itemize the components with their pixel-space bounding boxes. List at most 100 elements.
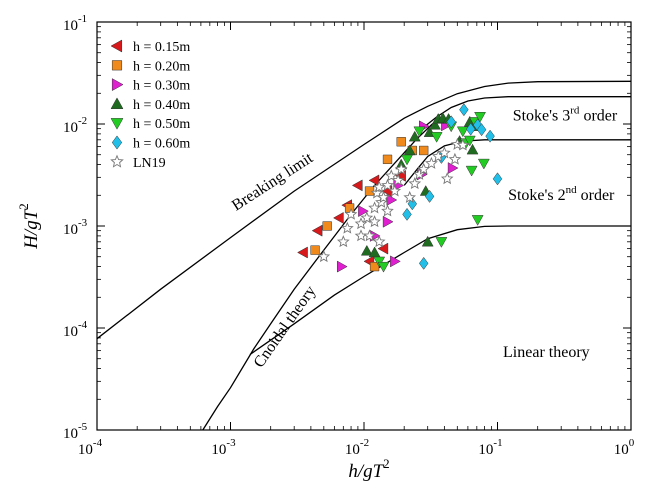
point-5-1 [407, 197, 418, 211]
point-5-8 [472, 118, 483, 132]
point-6-22 [408, 177, 422, 190]
axes-layer: 10-4 10-3 10-2 10-1 10010-510-410-310-210-1h… [16, 13, 635, 482]
annotation-1: Cnoidal theory [251, 283, 320, 371]
y-tick-exp-0: -5 [78, 421, 88, 433]
point-5-10 [485, 129, 495, 143]
point-2-9 [390, 255, 401, 268]
x-axis-title: h/gT2 [348, 456, 389, 482]
point-6-11 [372, 180, 386, 193]
point-4-4 [430, 132, 443, 143]
annotation-tail-3: order [577, 187, 615, 204]
x-tick-base-4: 10 [614, 442, 629, 458]
x-tick-label-2: 10-2 [345, 437, 369, 458]
point-1-2 [344, 203, 355, 213]
curve-4 [249, 225, 631, 356]
point-5-3 [424, 189, 435, 203]
point-1-7 [419, 145, 429, 156]
point-4-13 [471, 215, 484, 226]
series-3 [360, 112, 482, 258]
point-1-0 [310, 245, 320, 255]
annotation-text-4: Linear theory [503, 344, 590, 361]
legend-marker-4 [110, 118, 124, 130]
y-tick-label-3: 10-2 [63, 115, 87, 136]
legend-label-4: h = 0.50m [133, 117, 190, 132]
y-tick-base-4: 10 [63, 18, 78, 34]
point-1-1 [322, 221, 332, 231]
point-5-11 [492, 172, 503, 186]
annotation-2: Stoke's 3rd order [513, 105, 618, 125]
point-6-2 [340, 221, 354, 234]
point-6-12 [372, 235, 386, 248]
annotation-text-1: Cnoidal theory [251, 283, 320, 371]
x-tick-label-1: 10-3 [211, 437, 236, 458]
y-tick-label-4: 10-1 [63, 13, 87, 34]
annotation-sup-2: rd [570, 105, 580, 117]
point-1-8 [369, 261, 380, 272]
legend-label-0: h = 0.15m [133, 40, 190, 55]
point-1-5 [396, 137, 406, 147]
point-3-14 [466, 143, 479, 155]
point-2-1 [358, 205, 369, 218]
y-tick-base-0: 10 [63, 426, 78, 442]
curves-layer [96, 80, 632, 431]
annotation-tail-2: order [579, 108, 617, 125]
y-tick-base-1: 10 [63, 324, 78, 340]
y-tick-base-3: 10 [63, 120, 78, 136]
y-tick-exp-3: -2 [78, 115, 87, 127]
point-6-24 [417, 162, 431, 175]
point-6-8 [368, 215, 381, 228]
legend-label-6: LN19 [133, 156, 166, 171]
point-6-29 [448, 152, 462, 165]
point-5-7 [466, 122, 476, 136]
annotation-4: Linear theory [503, 344, 590, 361]
annotation-sup-3: nd [566, 184, 578, 196]
x-tick-exp-2: -2 [360, 437, 369, 449]
y-tick-label-0: 10-5 [63, 421, 88, 442]
legend-marker-2 [111, 78, 124, 92]
point-3-7 [429, 118, 441, 130]
point-0-0 [297, 246, 308, 259]
point-3-15 [421, 235, 434, 247]
point-6-4 [354, 229, 368, 242]
point-5-2 [418, 256, 429, 270]
point-4-0 [373, 256, 386, 268]
y-tick-base-2: 10 [63, 222, 78, 238]
curve-0 [96, 80, 632, 340]
point-6-16 [381, 178, 394, 191]
y-tick-exp-2: -3 [78, 217, 88, 229]
point-6-7 [363, 229, 376, 242]
annotation-text-3: Stoke's 2 [508, 187, 566, 204]
point-0-4 [351, 179, 363, 192]
x-tick-base-0: 10 [78, 442, 93, 458]
legend-label-2: h = 0.30m [133, 79, 190, 94]
point-4-3 [413, 126, 426, 138]
point-4-14 [435, 237, 448, 248]
point-4-6 [456, 126, 469, 138]
legend-marker-1 [111, 60, 123, 71]
curve-3 [403, 139, 631, 186]
y-axis-title: H/gT2 [16, 203, 42, 250]
point-6-15 [381, 204, 394, 217]
point-2-8 [382, 215, 394, 228]
point-0-8 [377, 242, 389, 255]
point-5-0 [402, 207, 412, 221]
y-tick-exp-4: -1 [78, 13, 87, 25]
point-6-28 [440, 172, 454, 185]
point-6-21 [403, 190, 417, 203]
legend-label-1: h = 0.20m [133, 59, 190, 74]
point-4-1 [377, 261, 390, 273]
point-6-3 [344, 207, 358, 220]
data-points-layer [297, 103, 503, 273]
series-6 [317, 137, 470, 263]
legend-marker-0 [110, 39, 123, 53]
annotation-0: Breaking limit [229, 149, 317, 214]
legend-marker-5 [111, 135, 123, 150]
point-2-2 [386, 194, 398, 206]
point-4-2 [401, 154, 413, 166]
x-tick-exp-4: 0 [629, 437, 635, 449]
y-tick-exp-1: -4 [78, 319, 88, 331]
point-6-9 [368, 201, 381, 214]
point-6-23 [413, 167, 426, 180]
point-6-1 [336, 235, 350, 248]
